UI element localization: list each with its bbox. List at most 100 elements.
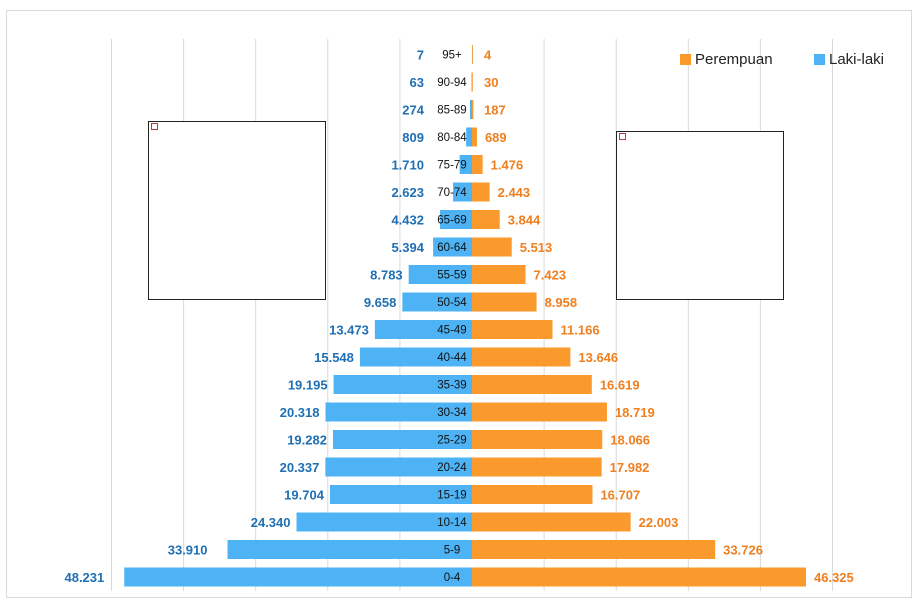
bar-perempuan-35-39 [472,375,592,394]
value-label-laki-laki: 19.282 [287,433,327,448]
value-label-laki-laki: 33.910 [168,543,208,558]
value-label-laki-laki: 1.710 [391,158,424,173]
bar-perempuan-15-19 [472,485,593,504]
age-group-label: 0-4 [444,572,461,584]
age-group-label: 55-59 [437,270,466,282]
age-group-label: 20-24 [437,462,467,474]
bar-laki-laki-45-49 [374,320,472,339]
bar-laki-laki-5-9 [227,540,472,559]
value-label-laki-laki: 5.394 [391,240,424,255]
age-group-label: 95+ [442,50,462,62]
bar-perempuan-95+ [472,45,473,64]
value-label-perempuan: 46.325 [814,570,854,585]
bar-perempuan-85-89 [472,100,474,119]
age-group-label: 85-89 [437,105,466,117]
value-label-laki-laki: 63 [410,75,424,90]
value-label-perempuan: 33.726 [723,543,763,558]
value-label-perempuan: 2.443 [498,185,531,200]
value-label-laki-laki: 48.231 [64,570,104,585]
broken-image-icon [151,123,158,130]
bar-laki-laki-70-74 [453,182,472,202]
bar-perempuan-60-64 [472,237,512,257]
bar-laki-laki-50-54 [402,292,472,312]
bar-perempuan-65-69 [472,210,500,229]
value-label-laki-laki: 7 [417,48,424,63]
value-label-perempuan: 5.513 [520,240,553,255]
value-label-laki-laki: 4.432 [391,213,424,228]
value-label-perempuan: 18.066 [610,433,650,448]
labels: 0-4 48.231 46.325 5-9 33.910 33.726 10-14 24.34… [64,48,853,586]
bar-laki-laki-80-84 [466,127,472,147]
value-label-laki-laki: 13.473 [329,323,369,338]
value-label-perempuan: 4 [484,48,492,63]
bar-laki-laki-55-59 [408,265,472,284]
value-label-perempuan: 13.646 [578,350,618,365]
age-group-label: 90-94 [437,77,467,89]
legend-swatch-perempuan [680,54,691,65]
value-label-perempuan: 689 [485,130,507,145]
bar-perempuan-45-49 [472,320,553,339]
age-group-label: 45-49 [437,325,466,337]
bar-laki-laki-85-89 [470,100,472,119]
value-label-perempuan: 11.166 [561,323,600,338]
value-label-laki-laki: 15.548 [314,350,354,365]
bar-laki-laki-30-34 [325,402,472,422]
bar-perempuan-40-44 [472,347,571,367]
value-label-laki-laki: 24.340 [251,515,291,530]
value-label-laki-laki: 274 [402,103,424,118]
value-label-laki-laki: 20.318 [280,405,320,420]
bar-perempuan-30-34 [472,402,607,422]
bar-laki-laki-40-44 [359,347,472,367]
value-label-laki-laki: 9.658 [364,295,397,310]
bar-laki-laki-65-69 [440,210,472,229]
bar-perempuan-25-29 [472,430,603,449]
value-label-perempuan: 22.003 [639,515,679,530]
bar-laki-laki-20-24 [325,457,472,477]
age-group-label: 75-79 [437,160,466,172]
age-group-label: 60-64 [437,242,467,254]
broken-image-icon [619,133,626,140]
value-label-perempuan: 18.719 [615,405,655,420]
bars [124,45,806,587]
age-group-label: 50-54 [437,297,467,309]
bar-laki-laki-0-4 [124,567,472,587]
legend-label-laki-laki: Laki-laki [829,51,885,68]
bar-perempuan-5-9 [472,540,716,559]
bar-perempuan-10-14 [472,512,631,532]
value-label-laki-laki: 8.783 [370,268,403,283]
value-label-laki-laki: 20.337 [280,460,320,475]
bar-perempuan-80-84 [472,127,477,147]
bar-perempuan-75-79 [472,155,483,174]
value-label-laki-laki: 2.623 [391,185,424,200]
value-label-perempuan: 1.476 [491,158,524,173]
value-label-perempuan: 16.619 [600,378,640,393]
bar-perempuan-50-54 [472,292,537,312]
bar-laki-laki-15-19 [329,485,472,504]
age-group-label: 5-9 [444,545,461,557]
bar-perempuan-55-59 [472,265,526,284]
bar-perempuan-0-4 [472,567,806,587]
value-label-perempuan: 16.707 [600,488,640,503]
age-group-label: 40-44 [437,352,467,364]
value-label-perempuan: 17.982 [610,460,650,475]
value-label-perempuan: 8.958 [545,295,578,310]
age-group-label: 10-14 [437,517,467,529]
age-group-label: 25-29 [437,435,466,447]
value-label-perempuan: 187 [484,103,506,118]
age-group-label: 15-19 [437,490,466,502]
empty-image-placeholder-right [616,131,784,300]
legend-item-laki-laki: Laki-laki [814,51,884,68]
bar-perempuan-20-24 [472,457,602,477]
population-pyramid-chart: 0-4 48.231 46.325 5-9 33.910 33.726 10-14 24.34… [64,39,854,591]
value-label-perempuan: 30 [484,75,498,90]
legend-label-perempuan: Perempuan [695,51,773,68]
age-group-label: 70-74 [437,187,467,199]
value-label-perempuan: 7.423 [534,268,567,283]
chart-area: 0-4 48.231 46.325 5-9 33.910 33.726 10-14 24.34… [6,10,912,598]
value-label-laki-laki: 809 [402,130,424,145]
age-group-label: 35-39 [437,380,466,392]
legend-swatch-laki-laki [814,54,825,65]
age-group-label: 30-34 [437,407,467,419]
bar-laki-laki-60-64 [433,237,472,257]
bar-laki-laki-35-39 [333,375,472,394]
